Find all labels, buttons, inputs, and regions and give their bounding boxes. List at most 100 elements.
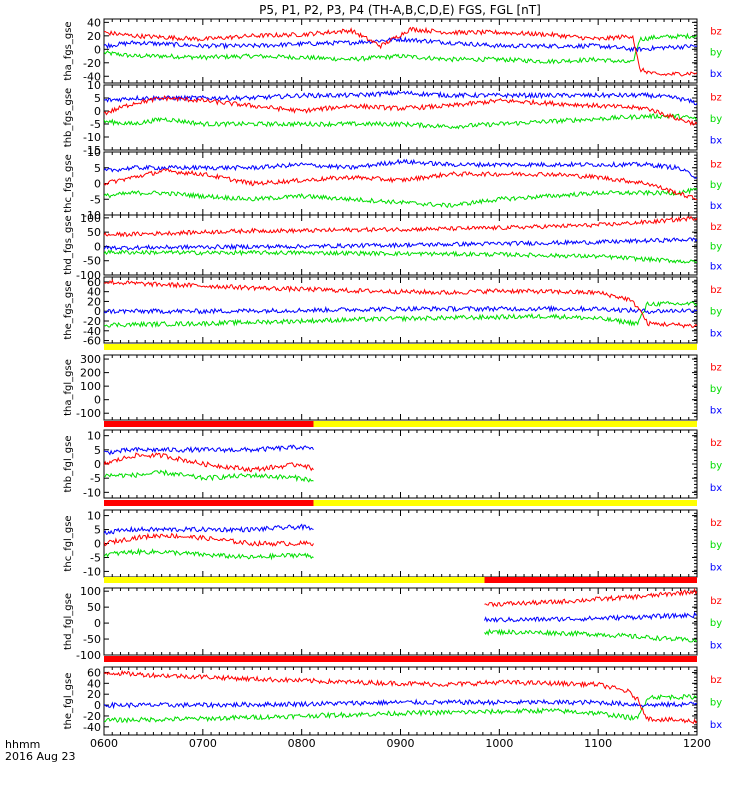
y-axis-label: tha_fgs_gse bbox=[63, 21, 74, 80]
y-tick-label: 5 bbox=[94, 444, 101, 457]
legend-by: by bbox=[710, 48, 722, 59]
x-tick-label: 1100 bbox=[584, 737, 612, 750]
series-bz-line bbox=[104, 215, 697, 238]
y-tick-label: -10 bbox=[83, 486, 101, 499]
legend-bx: bx bbox=[710, 261, 722, 272]
date-label: 2016 Aug 23 bbox=[5, 750, 75, 763]
y-tick-label: 0 bbox=[94, 699, 101, 712]
y-tick-label: -10 bbox=[83, 209, 101, 222]
y-tick-label: -20 bbox=[83, 315, 101, 328]
y-tick-label: -10 bbox=[83, 565, 101, 578]
x-tick-label: 0600 bbox=[90, 737, 118, 750]
flag-segment-yellow bbox=[313, 500, 697, 506]
y-tick-label: -100 bbox=[76, 407, 101, 420]
y-tick-label: 0 bbox=[94, 178, 101, 191]
y-tick-label: 0 bbox=[94, 43, 101, 56]
series-group bbox=[104, 215, 697, 264]
y-tick-label: 0 bbox=[94, 240, 101, 253]
y-tick-label: -60 bbox=[83, 335, 101, 348]
data-flag-bar bbox=[104, 577, 697, 583]
y-axis-label: the_fgl_gse bbox=[63, 673, 74, 730]
plot-title: P5, P1, P2, P3, P4 (TH-A,B,C,D,E) FGS, F… bbox=[259, 3, 541, 17]
series-group bbox=[104, 669, 697, 725]
legend-bx: bx bbox=[710, 720, 722, 731]
y-tick-label: 60 bbox=[87, 666, 101, 679]
y-axis-label: thd_fgs_gse bbox=[63, 215, 74, 274]
legend-bx: bx bbox=[710, 69, 722, 80]
series-by-line bbox=[104, 112, 697, 130]
y-tick-label: -5 bbox=[90, 118, 101, 131]
x-tick-label: 0700 bbox=[189, 737, 217, 750]
legend-bz: bz bbox=[710, 93, 722, 104]
y-tick-label: 100 bbox=[80, 585, 101, 598]
series-by-line bbox=[104, 693, 697, 724]
y-tick-label: 0 bbox=[94, 458, 101, 471]
y-axis-label: tha_fgl_gse bbox=[63, 359, 74, 416]
y-axis-label: thd_fgl_gse bbox=[63, 593, 74, 650]
legend-bz: bz bbox=[710, 27, 722, 38]
series-group bbox=[104, 89, 697, 130]
legend-bx: bx bbox=[710, 406, 722, 417]
flag-segment-red bbox=[104, 656, 697, 662]
legend-bz: bz bbox=[710, 438, 722, 449]
flag-segment-yellow bbox=[104, 344, 697, 350]
series-bx-line bbox=[104, 158, 697, 179]
legend-bx: bx bbox=[710, 328, 722, 339]
series-group bbox=[104, 26, 697, 77]
series-bx-line bbox=[104, 698, 697, 710]
y-tick-label: -5 bbox=[90, 472, 101, 485]
series-by-line bbox=[104, 301, 697, 328]
y-tick-label: -40 bbox=[83, 721, 101, 734]
series-bz-line bbox=[104, 532, 314, 548]
legend-bz: bz bbox=[710, 675, 722, 686]
y-tick-label: 300 bbox=[80, 353, 101, 366]
y-tick-label: -40 bbox=[83, 70, 101, 83]
legend-bz: bz bbox=[710, 285, 722, 296]
legend-bz: bz bbox=[710, 596, 722, 607]
panel-frame bbox=[103, 429, 698, 499]
flag-segment-red bbox=[104, 421, 314, 427]
legend-bx: bx bbox=[710, 640, 722, 651]
legend-by: by bbox=[710, 180, 722, 191]
flag-segment-red bbox=[484, 577, 697, 583]
y-tick-label: 0 bbox=[94, 305, 101, 318]
y-tick-label: 10 bbox=[87, 146, 101, 159]
y-tick-label: 60 bbox=[87, 276, 101, 289]
panel-frame bbox=[103, 18, 698, 84]
series-bx-line bbox=[104, 237, 697, 251]
y-tick-label: 40 bbox=[87, 286, 101, 299]
flag-segment-red bbox=[104, 500, 314, 506]
legend-by: by bbox=[710, 540, 722, 551]
y-tick-label: -50 bbox=[83, 633, 101, 646]
y-tick-label: -20 bbox=[83, 710, 101, 723]
series-group bbox=[104, 158, 697, 209]
series-bz-line bbox=[104, 26, 697, 77]
y-tick-label: 0 bbox=[94, 394, 101, 407]
y-tick-label: 20 bbox=[87, 30, 101, 43]
data-flag-bar bbox=[104, 656, 697, 662]
y-tick-label: 40 bbox=[87, 677, 101, 690]
y-tick-label: -40 bbox=[83, 325, 101, 338]
time-axis-unit-label: hhmm bbox=[5, 738, 40, 751]
y-tick-label: 5 bbox=[94, 162, 101, 175]
y-tick-label: -100 bbox=[76, 649, 101, 662]
series-by-line bbox=[104, 469, 314, 483]
legend-bz: bz bbox=[710, 518, 722, 529]
legend-bz: bz bbox=[710, 222, 722, 233]
time-axis: 0600 0700 0800 0900 1000 1100 1200 bbox=[90, 737, 711, 750]
series-bz-line bbox=[104, 279, 697, 329]
y-tick-label: -50 bbox=[83, 255, 101, 268]
series-bx-line bbox=[484, 611, 697, 623]
x-tick-label: 1000 bbox=[485, 737, 513, 750]
series-by-line bbox=[484, 628, 697, 643]
series-group bbox=[104, 523, 314, 561]
legend-by: by bbox=[710, 461, 722, 472]
panel-frame bbox=[103, 587, 698, 656]
y-axis-label: the_fgs_gse bbox=[63, 280, 74, 339]
